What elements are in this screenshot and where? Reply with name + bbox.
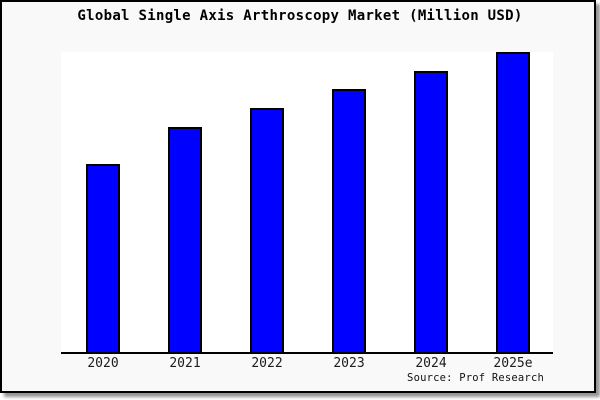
- bar-2021: [168, 127, 202, 352]
- x-tick-label-2024: 2024: [415, 356, 447, 371]
- x-tick-label-2022: 2022: [251, 356, 283, 371]
- bar-2022: [250, 108, 284, 352]
- x-tick-label-2021: 2021: [169, 356, 201, 371]
- plot-area: [61, 52, 553, 354]
- chart-title: Global Single Axis Arthroscopy Market (M…: [77, 8, 523, 24]
- x-tick-label-2020: 2020: [87, 356, 119, 371]
- bar-2024: [414, 70, 448, 352]
- x-axis-line: [61, 352, 553, 354]
- x-axis-labels: 2020 2021 2022 2023 2024 2025e: [61, 356, 553, 372]
- bar-2020: [86, 163, 120, 352]
- bar-2023: [332, 88, 366, 352]
- source-credit: Source: Prof Research: [407, 372, 544, 384]
- bar-2025e: [496, 52, 530, 352]
- x-tick-label-2025e: 2025e: [493, 356, 533, 371]
- chart-frame: Global Single Axis Arthroscopy Market (M…: [0, 0, 596, 393]
- x-tick-label-2023: 2023: [333, 356, 365, 371]
